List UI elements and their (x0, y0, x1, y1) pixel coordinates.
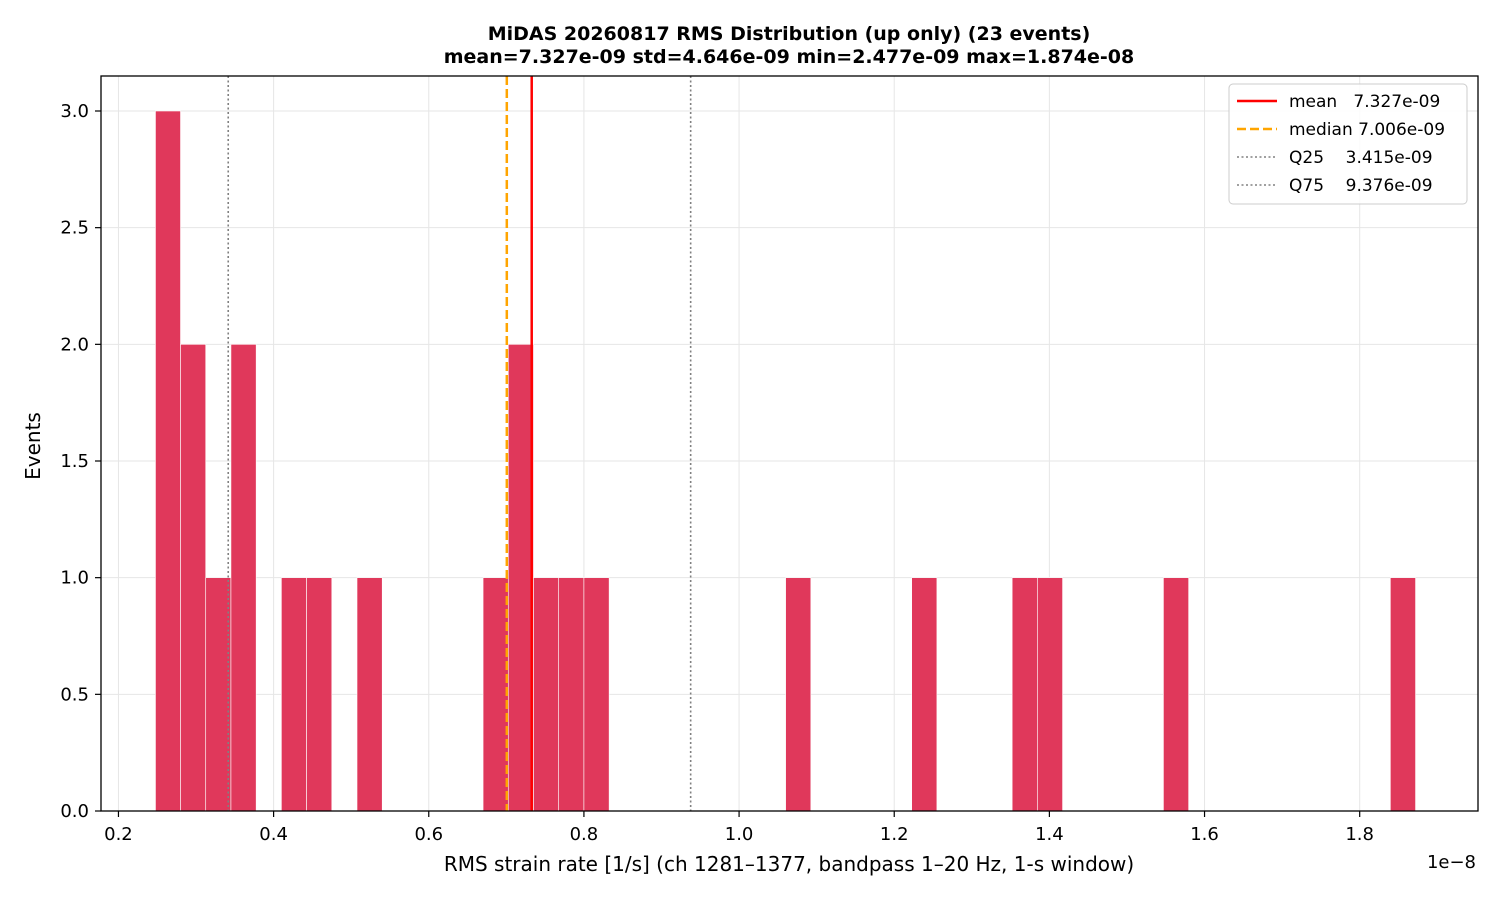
ticks-layer: 0.2 0.4 0.6 0.8 1.0 1.2 1.4 1.6 1.8 0.0 0.5 1.0 1.5 2… (60, 101, 1374, 845)
y-tick-label: 2.5 (60, 218, 89, 239)
x-tick-label: 1.6 (1190, 824, 1219, 845)
legend-q75-label: Q75 9.376e-09 (1289, 176, 1433, 196)
y-axis-label: Events (21, 412, 45, 480)
y-tick-label: 0.0 (60, 801, 89, 822)
chart-title: MiDAS 20260817 RMS Distribution (up only… (488, 23, 1091, 45)
x-tick-label: 0.2 (104, 824, 133, 845)
histogram-bar (205, 577, 232, 812)
x-tick-label: 0.4 (259, 824, 288, 845)
histogram-bar (1037, 577, 1063, 812)
x-tick-label: 1.2 (880, 824, 909, 845)
x-tick-label: 1.8 (1345, 824, 1374, 845)
legend-mean-label: mean 7.327e-09 (1289, 92, 1440, 112)
histogram-bar (180, 344, 207, 812)
histogram-bar (1390, 577, 1416, 812)
chart-subtitle: mean=7.327e-09 std=4.646e-09 min=2.477e-… (444, 46, 1135, 68)
histogram-bar (507, 344, 534, 812)
legend-box (1228, 83, 1468, 205)
histogram-bar (1163, 577, 1189, 812)
histogram-bar (281, 577, 307, 812)
y-tick-label: 1.0 (60, 568, 89, 589)
bars-layer (155, 110, 1416, 812)
legend: mean 7.327e-09 median 7.006e-09 Q25 3.41… (1228, 83, 1468, 205)
x-tick-label: 1.0 (725, 824, 754, 845)
histogram-bar (356, 577, 383, 812)
plot-frame (100, 75, 1479, 812)
histogram-bar (583, 577, 610, 812)
y-tick-label: 2.0 (60, 334, 89, 355)
histogram-bar (785, 577, 812, 812)
y-tick-label: 3.0 (60, 101, 89, 122)
histogram-bar (155, 110, 181, 812)
x-axis-label: RMS strain rate [1/s] (ch 1281–1377, ban… (444, 852, 1134, 876)
reference-lines-layer (227, 76, 692, 811)
histogram-bar (558, 577, 585, 812)
histogram-bar (230, 344, 257, 812)
legend-median-label: median 7.006e-09 (1289, 120, 1445, 140)
x-axis-offset-label: 1e−8 (1427, 852, 1476, 873)
histogram-bar (533, 577, 560, 812)
histogram-bar (911, 577, 938, 812)
y-tick-label: 1.5 (60, 451, 89, 472)
x-tick-label: 0.6 (414, 824, 443, 845)
x-tick-label: 0.8 (570, 824, 599, 845)
x-tick-label: 1.4 (1035, 824, 1064, 845)
y-tick-label: 0.5 (60, 684, 89, 705)
histogram-bar (1011, 577, 1038, 812)
histogram-bar (482, 577, 509, 812)
legend-q25-label: Q25 3.415e-09 (1289, 148, 1433, 168)
histogram-bar (306, 577, 333, 812)
